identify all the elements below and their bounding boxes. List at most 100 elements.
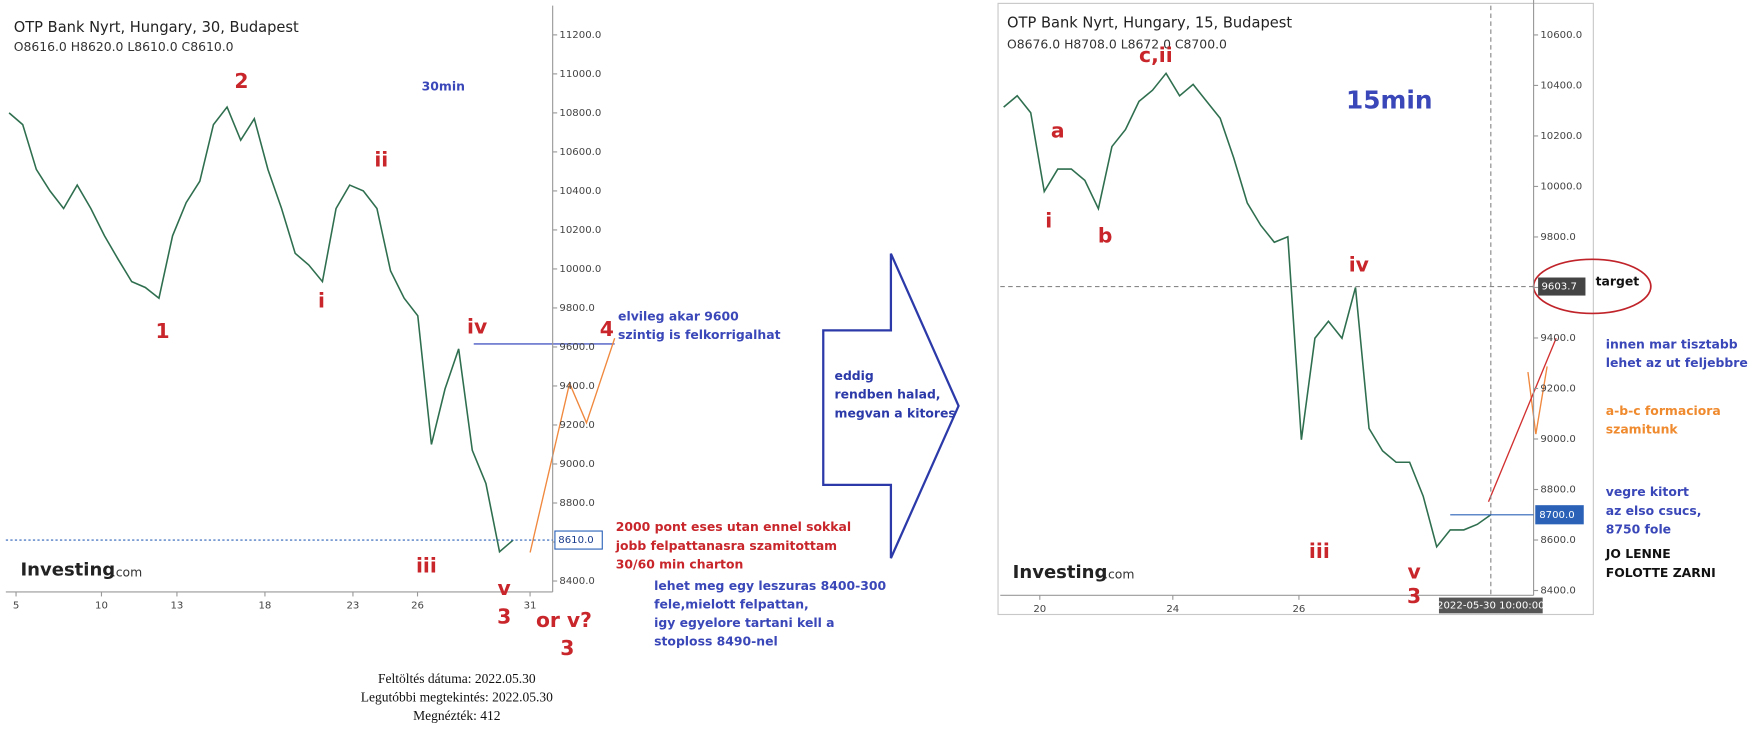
wave-label: a — [1051, 118, 1065, 142]
wave-label: i — [1045, 209, 1052, 233]
logo-suffix: .com — [1104, 567, 1134, 582]
footer-text: Megnézték: 412 — [413, 708, 501, 723]
last-price-label: 8610.0 — [558, 535, 593, 546]
y-tick-label: 10600.0 — [559, 147, 601, 158]
crosshair-box — [1538, 277, 1586, 296]
wave-label: or v? — [536, 608, 592, 632]
wave-label: i — [318, 289, 325, 313]
footer-text: Feltöltés dátuma: 2022.05.30 — [378, 671, 536, 686]
last-price-box — [1535, 505, 1584, 525]
y-tick-label: 9800.0 — [559, 303, 594, 314]
chart-title: OTP Bank Nyrt, Hungary, 15, Budapest — [1007, 15, 1292, 32]
logo-suffix: .com — [112, 564, 142, 579]
y-tick-label: 10400.0 — [1540, 80, 1582, 91]
x-tick-label: 18 — [258, 600, 271, 611]
note-text: igy egyelore tartani kell a — [654, 615, 834, 630]
y-tick-label: 10800.0 — [559, 108, 601, 119]
price-line — [1003, 71, 1492, 549]
note-text: vegre kitort — [1606, 484, 1689, 499]
note-text: elvileg akar 9600 — [618, 308, 739, 323]
wave-label: 2 — [234, 69, 248, 93]
x-tick-label: 31 — [524, 600, 537, 611]
x-tick-label: 5 — [13, 600, 19, 611]
wave-label: iii — [1309, 539, 1330, 563]
note-text: fele,mielott felpattan, — [654, 596, 809, 611]
note-text: szamitunk — [1606, 422, 1679, 437]
note-text: 8750 fole — [1606, 521, 1671, 536]
date-box — [1438, 597, 1543, 614]
x-tick-label: 24 — [1166, 604, 1179, 615]
wave-label: iv — [1349, 253, 1369, 277]
ohlc-readout: O8676.0 H8708.0 L8672.0 C8700.0 — [1007, 37, 1227, 52]
y-tick-label: 9200.0 — [559, 420, 594, 431]
y-tick-label: 9600.0 — [559, 342, 594, 353]
y-tick-label: 9400.0 — [559, 381, 594, 392]
wave-label: 1 — [155, 319, 169, 343]
wave-label: v — [1407, 559, 1420, 583]
wave-label: 4 — [600, 317, 614, 341]
logo-main: Investing — [20, 560, 115, 581]
y-tick-label: 8400.0 — [559, 576, 594, 587]
y-tick-label: 9200.0 — [1540, 383, 1575, 394]
crosshair-date: 2022-05-30 10:00:00 — [1437, 600, 1545, 611]
y-tick-label: 10000.0 — [1540, 181, 1582, 192]
y-tick-label: 10400.0 — [559, 186, 601, 197]
note-text: 30/60 min charton — [616, 556, 744, 571]
wave-label: iv — [467, 315, 487, 339]
wave-label: ii — [374, 148, 388, 172]
price-line — [8, 105, 514, 554]
x-tick-label: 10 — [95, 600, 108, 611]
y-tick-label: 8600.0 — [1540, 535, 1575, 546]
wave-label: 15min — [1346, 85, 1432, 114]
y-tick-label: 9000.0 — [1540, 434, 1575, 445]
x-tick-label: 26 — [1292, 604, 1305, 615]
wave-label: c,ii — [1139, 43, 1173, 67]
y-tick-label: 10200.0 — [559, 225, 601, 236]
x-tick-label: 26 — [411, 600, 424, 611]
y-tick-label: 10200.0 — [1540, 131, 1582, 142]
right-frame — [997, 2, 1594, 616]
note-text: JO LENNE — [1605, 546, 1671, 561]
wave-label: 3 — [560, 636, 574, 660]
y-tick-label: 11200.0 — [559, 30, 601, 41]
y-tick-label: 11000.0 — [559, 69, 601, 80]
wave-label: b — [1098, 223, 1113, 247]
note-text: rendben halad, — [835, 387, 941, 402]
note-text: 2000 pont eses utan ennel sokkal — [616, 519, 851, 534]
note-text: szintig is felkorrigalhat — [618, 327, 781, 342]
y-tick-label: 9800.0 — [1540, 232, 1575, 243]
x-tick-label: 23 — [347, 600, 360, 611]
logo-main: Investing — [1013, 562, 1108, 583]
note-text: a-b-c formaciora — [1606, 403, 1721, 418]
note-text: megvan a kitores — [835, 405, 956, 420]
wave-label: 30min — [422, 78, 465, 93]
y-tick-label: 8800.0 — [559, 498, 594, 509]
projection-line — [1527, 366, 1548, 435]
note-text: eddig — [835, 368, 874, 383]
y-tick-label: 9000.0 — [559, 459, 594, 470]
footer-text: Legutóbbi megtekintés: 2022.05.30 — [361, 690, 553, 705]
wave-label: v — [498, 576, 511, 600]
y-tick-label: 10600.0 — [1540, 30, 1582, 41]
chart-title: OTP Bank Nyrt, Hungary, 30, Budapest — [14, 19, 299, 36]
note-text: target — [1596, 273, 1640, 288]
last-price-box — [554, 530, 603, 550]
y-tick-label: 10000.0 — [559, 264, 601, 275]
projection-line — [1487, 337, 1557, 502]
note-text: jobb felpattanasra szamitottam — [615, 538, 837, 553]
y-tick-label: 8400.0 — [1540, 586, 1575, 597]
ohlc-readout: O8616.0 H8620.0 L8610.0 C8610.0 — [14, 39, 234, 54]
wave-label: 3 — [1407, 584, 1421, 608]
x-tick-label: 13 — [170, 600, 183, 611]
note-text: az elso csucs, — [1606, 503, 1702, 518]
y-tick-label: 8800.0 — [1540, 485, 1575, 496]
note-text: FOLOTTE ZARNI — [1606, 565, 1716, 580]
crosshair-label: 9603.7 — [1541, 282, 1576, 293]
wave-label: iii — [416, 554, 437, 578]
note-text: innen mar tisztabb — [1606, 337, 1738, 352]
projection-line — [529, 338, 616, 553]
last-price-label: 8700.0 — [1539, 510, 1574, 521]
big-arrow — [822, 253, 960, 559]
note-text: lehet az ut feljebbre — [1606, 355, 1748, 370]
